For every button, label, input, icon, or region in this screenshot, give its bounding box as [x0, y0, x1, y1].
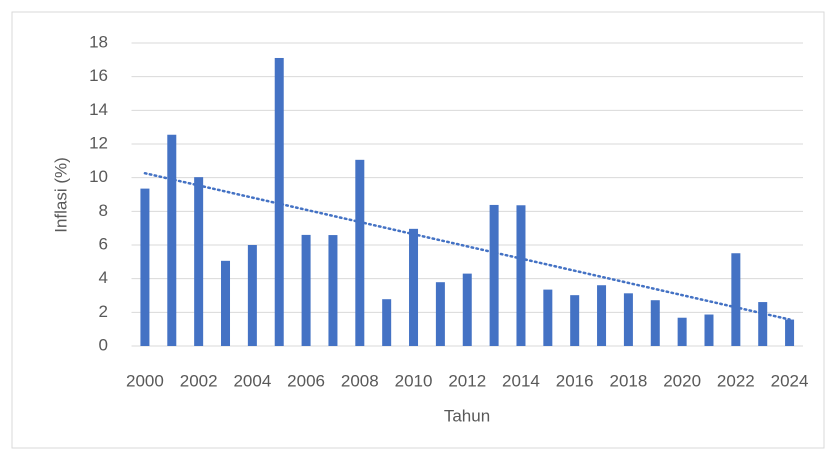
- x-tick-label: 2010: [395, 371, 433, 390]
- y-tick-label: 14: [89, 100, 108, 119]
- x-tick-label: 2002: [180, 371, 218, 390]
- bar: [489, 204, 499, 346]
- x-tick-label: 2020: [663, 371, 701, 390]
- y-tick-label: 4: [99, 268, 108, 287]
- x-tick-label: 2022: [717, 371, 755, 390]
- bar: [167, 134, 177, 346]
- y-tick-label: 16: [89, 66, 108, 85]
- bar: [704, 314, 714, 346]
- x-tick-label: 2012: [448, 371, 486, 390]
- y-tick-label: 8: [99, 201, 108, 220]
- bar: [140, 188, 150, 346]
- bar: [597, 285, 607, 346]
- bar: [462, 273, 472, 346]
- bar: [650, 300, 660, 346]
- bar: [758, 302, 768, 346]
- x-tick-label: 2024: [771, 371, 809, 390]
- y-tick-label: 12: [89, 133, 108, 152]
- bar: [247, 245, 257, 346]
- bar: [677, 317, 687, 346]
- bar: [382, 299, 392, 346]
- bar: [516, 205, 526, 346]
- y-axis-title: Inflasi (%): [51, 157, 70, 233]
- bar: [570, 295, 580, 346]
- x-tick-label: 2000: [126, 371, 164, 390]
- y-tick-label: 0: [99, 335, 108, 354]
- bar: [194, 177, 204, 346]
- x-axis-title: Tahun: [444, 406, 490, 425]
- x-tick-label: 2008: [341, 371, 379, 390]
- trendline: [143, 171, 791, 321]
- bar: [274, 57, 284, 347]
- bar: [409, 228, 419, 346]
- bar: [328, 235, 338, 346]
- bar: [355, 159, 365, 346]
- bar: [731, 253, 741, 346]
- x-tick-label: 2004: [233, 371, 271, 390]
- x-tick-label: 2016: [556, 371, 594, 390]
- bar: [623, 293, 633, 346]
- y-tick-label: 10: [89, 167, 108, 186]
- bar: [221, 260, 231, 346]
- bar: [435, 282, 445, 346]
- x-tick-label: 2014: [502, 371, 540, 390]
- bar: [785, 319, 795, 346]
- x-tick-label: 2006: [287, 371, 325, 390]
- y-tick-label: 18: [89, 32, 108, 51]
- y-tick-label: 6: [99, 234, 108, 253]
- x-tick-label: 2018: [609, 371, 647, 390]
- bar: [543, 289, 553, 346]
- bar: [301, 234, 311, 346]
- y-tick-label: 2: [99, 302, 108, 321]
